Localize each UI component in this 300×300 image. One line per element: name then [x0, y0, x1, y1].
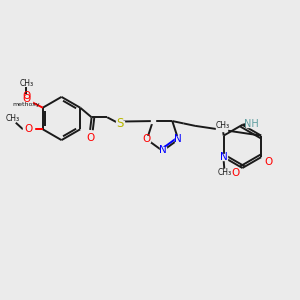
Bar	[160, 147, 166, 153]
Bar	[264, 158, 271, 164]
Text: O: O	[22, 94, 30, 104]
Text: CH₃: CH₃	[217, 168, 231, 177]
Bar	[87, 132, 93, 138]
Bar	[232, 170, 239, 176]
Text: N: N	[220, 152, 228, 162]
Text: O: O	[24, 124, 32, 134]
Text: O: O	[232, 168, 240, 178]
Bar	[221, 154, 227, 160]
Bar	[116, 121, 124, 127]
Text: N: N	[159, 145, 167, 155]
Text: CH₃: CH₃	[216, 121, 230, 130]
Text: O: O	[142, 134, 150, 145]
Text: NH: NH	[244, 118, 259, 129]
Bar	[143, 136, 150, 142]
Text: methoxy: methoxy	[12, 102, 40, 107]
Bar	[151, 119, 155, 123]
Bar	[246, 120, 256, 127]
Text: O: O	[264, 157, 272, 167]
Bar	[23, 126, 34, 133]
Text: S: S	[116, 117, 124, 130]
Text: CH₃: CH₃	[19, 79, 33, 88]
Bar	[216, 124, 227, 130]
Text: O: O	[86, 133, 94, 143]
Text: O: O	[22, 91, 30, 101]
Bar	[21, 96, 32, 103]
Bar	[175, 136, 181, 142]
Text: N: N	[174, 134, 182, 144]
Text: CH₃: CH₃	[6, 114, 20, 123]
